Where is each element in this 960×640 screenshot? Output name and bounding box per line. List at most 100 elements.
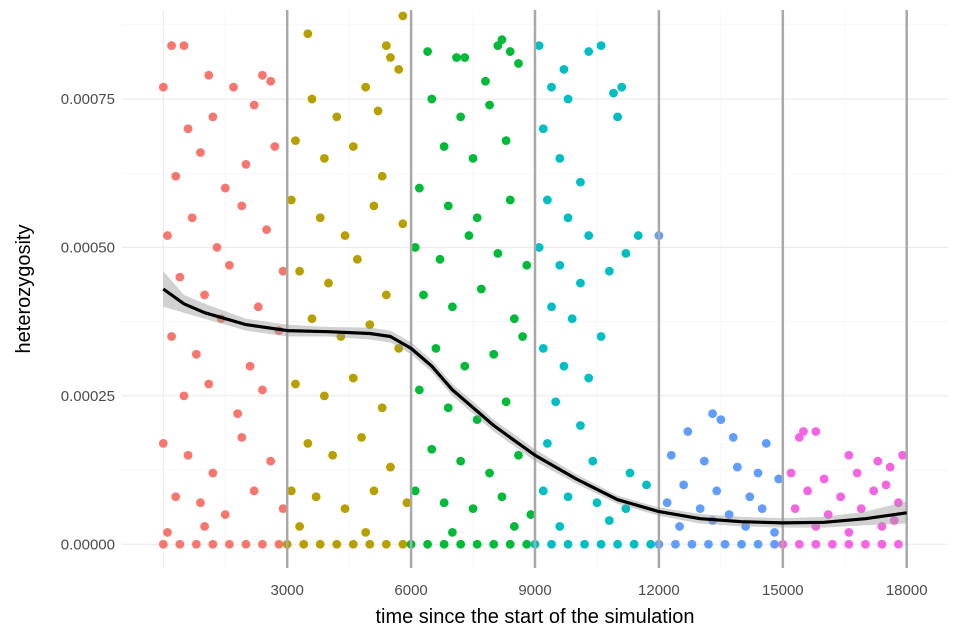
data-point bbox=[753, 539, 763, 549]
data-point bbox=[844, 450, 854, 460]
data-point bbox=[419, 290, 428, 300]
data-point bbox=[295, 522, 304, 531]
data-point bbox=[592, 498, 602, 508]
data-point bbox=[596, 332, 606, 341]
data-point bbox=[683, 427, 693, 436]
data-point bbox=[666, 450, 676, 460]
data-point bbox=[534, 41, 544, 51]
data-point bbox=[245, 361, 255, 371]
data-point bbox=[286, 486, 296, 496]
data-point bbox=[381, 539, 391, 549]
data-point bbox=[402, 498, 412, 508]
data-point bbox=[856, 504, 866, 514]
data-point bbox=[542, 438, 552, 448]
data-point bbox=[348, 142, 358, 151]
data-point bbox=[481, 76, 490, 86]
data-point bbox=[365, 320, 375, 330]
data-point bbox=[456, 539, 466, 549]
y-axis-title: heterozygosity bbox=[13, 225, 35, 354]
data-point bbox=[270, 142, 280, 151]
data-point bbox=[377, 403, 387, 413]
data-point bbox=[266, 76, 276, 86]
data-point bbox=[472, 213, 482, 223]
x-axis-tick-labels: 3000 6000 9000 12000 15000 18000 bbox=[271, 582, 928, 599]
data-point bbox=[514, 59, 523, 68]
data-point bbox=[158, 438, 168, 448]
data-point bbox=[881, 480, 891, 490]
data-point bbox=[844, 527, 854, 537]
data-point bbox=[179, 391, 189, 401]
data-point bbox=[266, 456, 276, 466]
data-point bbox=[299, 539, 309, 549]
data-point bbox=[716, 415, 726, 424]
data-point bbox=[563, 94, 573, 104]
data-point bbox=[728, 433, 738, 442]
data-point bbox=[559, 361, 569, 371]
data-point bbox=[885, 462, 895, 472]
data-point bbox=[175, 539, 185, 549]
data-point bbox=[468, 504, 478, 514]
data-point bbox=[315, 213, 325, 223]
smooth-trend bbox=[162, 271, 907, 528]
x-tick-label: 9000 bbox=[518, 582, 551, 599]
data-point bbox=[489, 539, 499, 549]
data-point bbox=[460, 361, 470, 371]
data-point bbox=[588, 456, 598, 466]
data-point bbox=[596, 539, 606, 549]
data-point bbox=[224, 539, 234, 549]
data-point bbox=[158, 539, 168, 549]
data-point bbox=[439, 498, 449, 508]
data-point bbox=[353, 254, 362, 264]
x-tick-label: 6000 bbox=[394, 582, 427, 599]
data-point bbox=[596, 41, 606, 51]
data-point bbox=[443, 403, 453, 413]
data-point bbox=[551, 397, 561, 407]
data-point bbox=[361, 82, 371, 92]
data-point bbox=[237, 201, 247, 211]
data-point bbox=[642, 480, 651, 490]
data-point bbox=[617, 82, 627, 92]
data-point bbox=[200, 522, 210, 531]
data-point bbox=[348, 373, 358, 383]
data-point bbox=[175, 272, 185, 282]
data-point bbox=[183, 124, 193, 134]
data-point bbox=[708, 409, 717, 419]
data-point bbox=[183, 450, 193, 460]
data-point bbox=[249, 486, 259, 496]
data-point bbox=[167, 332, 176, 341]
data-point bbox=[625, 468, 635, 478]
data-point bbox=[278, 504, 288, 514]
data-point bbox=[873, 456, 883, 466]
data-point bbox=[208, 112, 218, 122]
data-point bbox=[319, 391, 329, 401]
data-point bbox=[286, 195, 296, 205]
data-point bbox=[278, 266, 288, 276]
data-point bbox=[258, 70, 267, 80]
data-point bbox=[377, 171, 387, 181]
data-point bbox=[485, 100, 494, 110]
data-point bbox=[452, 53, 461, 62]
data-point bbox=[584, 47, 594, 56]
x-tick-label: 18000 bbox=[886, 582, 928, 599]
data-point bbox=[328, 450, 338, 460]
data-point bbox=[770, 539, 779, 549]
x-tick-label: 3000 bbox=[271, 582, 304, 599]
data-point bbox=[423, 47, 433, 56]
data-point bbox=[460, 53, 470, 62]
data-point bbox=[505, 47, 515, 56]
data-point bbox=[613, 539, 622, 549]
data-point bbox=[191, 539, 201, 549]
data-point bbox=[811, 539, 821, 549]
data-point bbox=[307, 94, 317, 104]
data-point bbox=[732, 462, 742, 472]
data-point bbox=[699, 456, 709, 466]
data-point bbox=[514, 450, 523, 460]
data-point bbox=[472, 415, 482, 424]
data-point bbox=[861, 539, 870, 549]
data-point bbox=[894, 539, 903, 549]
data-point bbox=[427, 94, 437, 104]
data-point bbox=[171, 171, 181, 181]
data-point bbox=[576, 278, 585, 288]
